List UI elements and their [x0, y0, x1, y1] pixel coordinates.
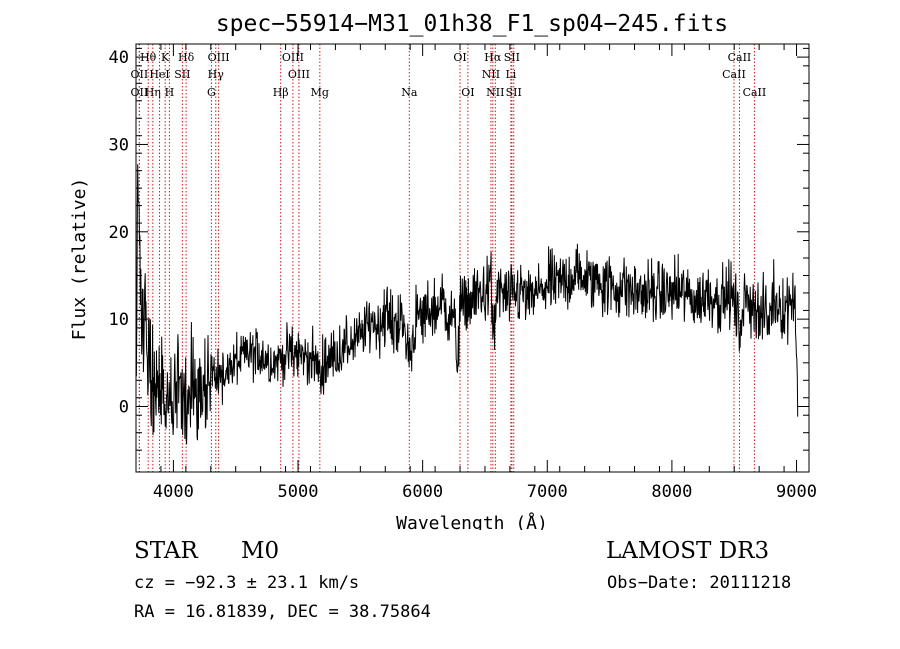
- y-tick-label: 0: [119, 397, 129, 417]
- coordinates: RA = 16.81839, DEC = 38.75864: [134, 602, 431, 622]
- x-tick-label: 4000: [153, 482, 194, 502]
- line-marker-label: Hδ: [178, 51, 195, 64]
- line-marker-label: NII: [482, 68, 500, 81]
- y-axis: 0 10 20 30 40: [109, 47, 809, 451]
- spectrum-line: [135, 164, 799, 445]
- chart-title: spec−55914−M31_01h38_F1_sp04−245.fits: [216, 11, 728, 37]
- y-tick-label: 10: [109, 310, 129, 330]
- line-marker-label: OI: [453, 51, 466, 64]
- x-axis-label: Wavelength (Å): [396, 512, 548, 530]
- y-tick-label: 40: [109, 48, 129, 68]
- x-tick-label: 6000: [402, 482, 443, 502]
- line-marker-label: K: [161, 51, 170, 64]
- line-marker-label: OII: [131, 86, 149, 99]
- survey-name: LAMOST DR3: [606, 538, 770, 564]
- line-marker-label: G: [207, 86, 216, 99]
- line-marker-label: OI: [461, 86, 474, 99]
- line-marker-label: CaII: [728, 51, 752, 64]
- line-marker-label: OIII: [282, 51, 304, 64]
- spectrum-chart: spec−55914−M31_01h38_F1_sp04−245.fits Hθ…: [69, 11, 817, 530]
- line-marker-label: OII: [131, 68, 149, 81]
- line-marker-label: OIII: [288, 68, 310, 81]
- line-marker-label: Na: [401, 86, 418, 99]
- line-marker-label: Hα: [484, 51, 502, 64]
- line-marker-label: Hγ: [208, 68, 225, 81]
- x-tick-label: 9000: [776, 482, 817, 502]
- line-marker-label: OIII: [208, 51, 230, 64]
- line-marker-label: SII: [174, 68, 190, 81]
- line-marker-label: CaII: [722, 68, 746, 81]
- line-marker-label: SII: [504, 51, 520, 64]
- line-marker-label: Hβ: [273, 86, 289, 99]
- line-marker-label: Hη: [145, 86, 161, 99]
- y-axis-label: Flux (relative): [69, 178, 90, 341]
- x-tick-label: 7000: [527, 482, 568, 502]
- redshift-velocity: cz = −92.3 ± 23.1 km/s: [134, 573, 360, 593]
- object-subclass: M0: [241, 538, 280, 564]
- object-class: STAR: [134, 538, 198, 564]
- x-tick-label: 5000: [278, 482, 319, 502]
- line-marker-label: Li: [505, 68, 516, 81]
- line-markers: [138, 44, 755, 472]
- line-marker-label: H: [165, 86, 175, 99]
- line-marker-label: NII: [486, 86, 504, 99]
- line-marker-label: HeI: [149, 68, 169, 81]
- plot-frame: [135, 43, 810, 473]
- line-marker-label: Mg: [311, 86, 329, 99]
- line-marker-label: SII: [506, 86, 522, 99]
- line-marker-label: CaII: [743, 86, 767, 99]
- x-axis: 4000 5000 6000 7000 8000 9000: [135, 44, 817, 502]
- observation-date: Obs−Date: 20111218: [607, 573, 792, 593]
- y-tick-label: 20: [109, 223, 129, 243]
- y-tick-label: 30: [109, 135, 129, 155]
- x-tick-label: 8000: [651, 482, 692, 502]
- line-marker-label: Hθ: [140, 51, 157, 64]
